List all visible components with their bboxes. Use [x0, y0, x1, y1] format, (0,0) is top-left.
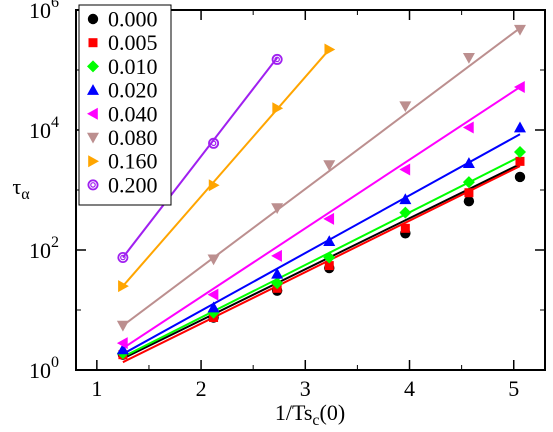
- data-point-5-5: [462, 52, 475, 64]
- data-point-5-3: [323, 160, 336, 172]
- y-axis-ticks: 100 102 104 106: [29, 0, 545, 383]
- data-point-3-3: [323, 235, 336, 247]
- data-point-5-4: [399, 101, 412, 113]
- data-point-4-6: [513, 81, 525, 94]
- legend-label-6: 0.160: [108, 149, 158, 174]
- data-point-0-5: [463, 196, 475, 207]
- data-point-2-4: [399, 206, 412, 219]
- data-point-3-4: [399, 193, 412, 205]
- y-tick-label-0: 100: [29, 354, 59, 383]
- data-points: [116, 24, 526, 360]
- data-point-1-5: [464, 188, 474, 198]
- data-point-6-3: [324, 43, 336, 56]
- data-point-7-2: [271, 53, 283, 65]
- legend-marker-4: [87, 107, 98, 120]
- legend-marker-2: [87, 60, 99, 73]
- x-tick-label-4: 5: [508, 376, 519, 401]
- data-point-3-1: [207, 301, 220, 313]
- data-point-3-2: [271, 267, 284, 279]
- data-point-6-0: [118, 280, 129, 293]
- data-point-2-6: [513, 145, 526, 158]
- data-point-4-1: [207, 288, 219, 301]
- data-point-2-5: [462, 176, 475, 189]
- y-tick-label-2: 104: [29, 114, 59, 143]
- data-point-1-3: [324, 261, 334, 271]
- legend-marker-6: [88, 155, 99, 168]
- data-point-3-6: [513, 121, 526, 133]
- legend-label-0: 0.000: [108, 7, 158, 32]
- fit-line-5: [122, 27, 521, 327]
- x-tick-label-3: 4: [404, 376, 415, 401]
- y-tick-label-3: 106: [29, 0, 59, 23]
- x-tick-label-1: 2: [196, 376, 207, 401]
- fit-line-7: [122, 57, 278, 259]
- legend-marker-1: [88, 38, 98, 48]
- legend-label-1: 0.005: [108, 30, 158, 55]
- data-point-3-0: [116, 343, 129, 355]
- data-point-2-2: [271, 277, 284, 290]
- fit-line-1: [122, 165, 521, 364]
- fit-lines: [122, 27, 521, 364]
- y-axis-label: τα: [12, 174, 30, 203]
- fit-line-6: [122, 48, 331, 287]
- data-point-0-6: [514, 171, 526, 183]
- legend-label-7: 0.200: [108, 172, 158, 197]
- data-point-4-0: [116, 337, 128, 350]
- data-point-4-2: [271, 249, 282, 262]
- fit-line-0: [122, 163, 521, 360]
- legend-label-5: 0.080: [108, 125, 158, 150]
- legend-label-2: 0.010: [108, 54, 158, 79]
- data-point-1-6: [515, 156, 525, 166]
- data-point-5-0: [116, 320, 129, 332]
- legend-marker-3: [87, 84, 99, 95]
- data-point-5-1: [207, 254, 220, 266]
- data-point-3-5: [462, 157, 475, 168]
- data-point-5-2: [271, 203, 284, 215]
- data-point-5-6: [513, 24, 526, 36]
- data-point-4-5: [462, 121, 474, 134]
- data-point-7-1: [208, 137, 220, 149]
- data-point-4-3: [323, 212, 335, 225]
- data-point-1-4: [400, 223, 410, 233]
- legend-marker-7: [87, 179, 99, 191]
- fit-line-4: [122, 86, 521, 350]
- legend-marker-0: [87, 13, 99, 25]
- fit-line-3: [122, 133, 521, 355]
- data-point-6-1: [208, 179, 220, 192]
- data-point-4-4: [399, 163, 411, 176]
- data-point-2-3: [323, 251, 336, 264]
- x-axis-label: 1/Tsc(0): [275, 400, 345, 429]
- legend-label-4: 0.040: [108, 101, 158, 126]
- legend-label-3: 0.020: [108, 78, 158, 103]
- x-tick-label-0: 1: [91, 376, 102, 401]
- x-tick-label-2: 3: [300, 376, 311, 401]
- data-point-6-2: [272, 102, 284, 115]
- y-tick-label-1: 102: [29, 234, 59, 263]
- legend-marker-5: [87, 132, 99, 144]
- data-point-7-0: [117, 251, 129, 263]
- fit-line-2: [122, 155, 521, 358]
